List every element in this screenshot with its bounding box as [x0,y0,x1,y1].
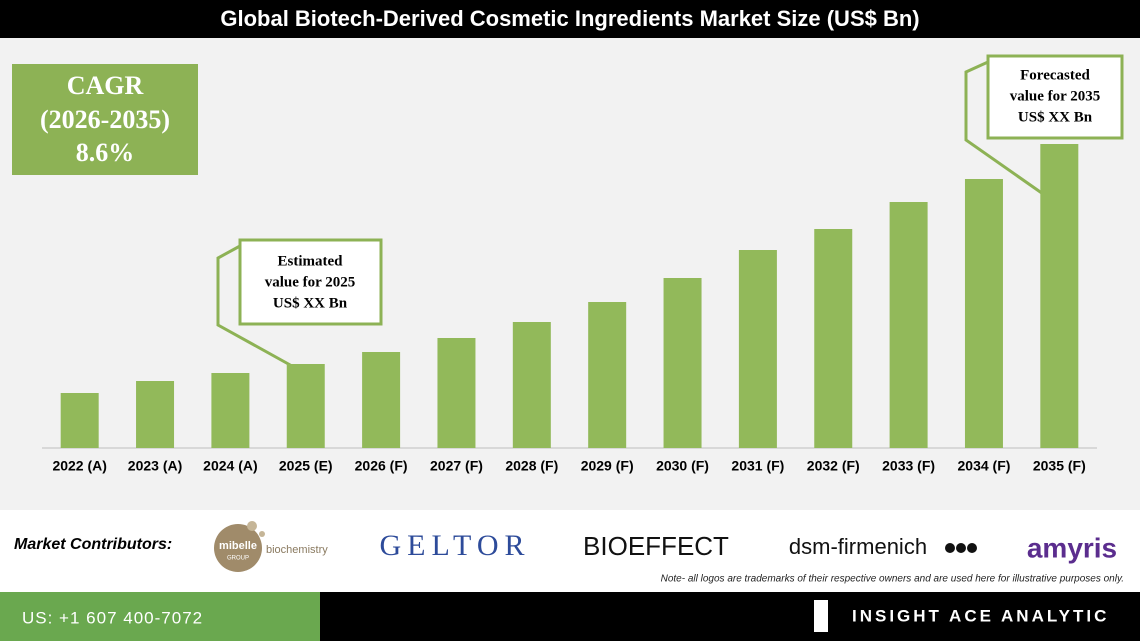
logo-mark [214,524,262,572]
callout-box [238,238,383,326]
x-tick-label: 2024 (A) [203,458,257,474]
logo: BIOEFFECT [583,531,729,561]
callout-text: US$ XX Bn [1018,109,1093,125]
x-tick-label: 2023 (A) [128,458,182,474]
chart-title: Global Biotech-Derived Cosmetic Ingredie… [220,6,919,31]
x-tick-label: 2027 (F) [430,458,483,474]
x-tick-label: 2035 (F) [1033,458,1086,474]
contributors-label: Market Contributors: [14,536,172,553]
callout-line [216,244,293,368]
brand: INSIGHT ACE ANALYTIC [852,606,1109,625]
bar [136,381,175,448]
logo: GELTOR [379,529,530,562]
bar [663,278,702,448]
x-tick-label: 2032 (F) [807,458,860,474]
x-tick-label: 2033 (F) [882,458,935,474]
logo-mark [259,531,265,537]
bar [738,250,777,448]
brand-icon [814,600,828,632]
phone: US: +1 607 400-7072 [22,608,203,627]
callout-line [964,60,1047,198]
bar [286,364,325,448]
bar [588,302,627,448]
callout-text: value for 2035 [1010,88,1101,104]
x-tick-label: 2026 (F) [355,458,408,474]
x-tick-label: 2022 (A) [52,458,106,474]
logo: mibelle [219,540,257,552]
callout-text: US$ XX Bn [273,295,348,311]
x-tick-label: 2029 (F) [581,458,634,474]
callout-text: value for 2025 [265,274,356,290]
logo-mark [956,543,966,553]
callout-text: Estimated [278,253,344,269]
x-tick-label: 2025 (E) [279,458,333,474]
x-tick-label: 2034 (F) [958,458,1011,474]
logo: GROUP [227,556,249,562]
x-tick-label: 2028 (F) [505,458,558,474]
bar [211,373,250,448]
logo: amyris [1027,532,1117,563]
bar [889,202,928,448]
cagr-value: 8.6% [76,138,135,167]
bar [437,338,476,448]
footer-right [320,592,1140,641]
note: Note- all logos are trademarks of their … [661,574,1124,585]
cagr-period: (2026-2035) [40,105,170,134]
cagr-box [12,64,198,175]
x-tick-label: 2031 (F) [731,458,784,474]
logo: biochemistry [266,544,328,556]
cagr-label: CAGR [67,71,144,100]
title-bar [0,0,1140,38]
bar [512,322,551,448]
logo-mark [967,543,977,553]
logo-mark [945,543,955,553]
x-tick-label: 2030 (F) [656,458,709,474]
bar [1040,144,1079,448]
logo-mark [247,521,257,531]
footer-left [0,592,320,641]
bar [60,393,99,448]
logo: dsm-firmenich [789,534,927,559]
callout-text: Forecasted [1020,67,1090,83]
bar [814,229,853,448]
callout-box [986,54,1124,140]
bars: 2022 (A) 2023 (A) 2024 (A) 2025 (E) 2026 (F)… [52,144,1086,474]
bar [964,179,1003,448]
bar [362,352,401,448]
